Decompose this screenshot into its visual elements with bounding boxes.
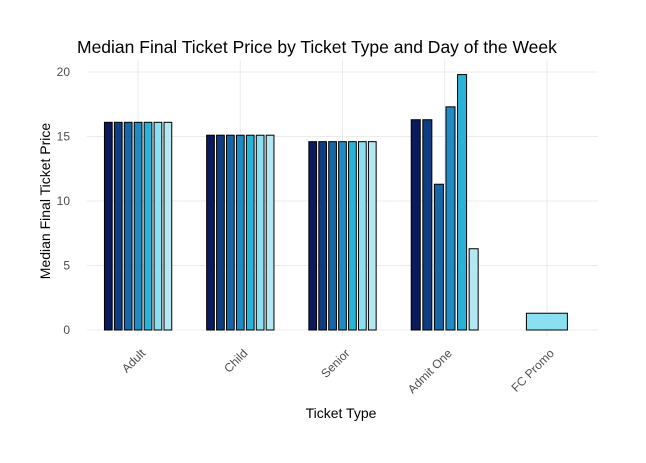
y-axis-title: Median Final Ticket Price	[37, 123, 53, 280]
bar	[245, 134, 255, 331]
bar	[265, 134, 275, 331]
bar	[133, 121, 143, 331]
bar	[367, 141, 377, 331]
bar	[163, 121, 173, 331]
bar	[216, 134, 225, 331]
bar	[318, 141, 328, 331]
x-axis-title: Ticket Type	[306, 405, 377, 421]
bar	[348, 141, 357, 331]
bar	[103, 121, 113, 331]
bar	[338, 141, 347, 331]
bar	[468, 248, 479, 331]
bar	[308, 141, 318, 331]
bar	[433, 183, 444, 331]
bar	[113, 121, 123, 331]
bar	[153, 121, 163, 331]
bar	[525, 312, 568, 331]
bar	[357, 141, 367, 331]
bar	[226, 134, 235, 331]
y-tick-label: 0	[63, 323, 70, 337]
bar	[255, 134, 265, 331]
bar	[143, 121, 153, 331]
bar	[422, 119, 433, 331]
bar	[445, 106, 456, 331]
bar	[123, 121, 133, 331]
y-tick-label: 15	[57, 130, 71, 144]
y-tick-label: 10	[57, 194, 71, 208]
bar	[410, 119, 421, 331]
y-tick-label: 5	[63, 259, 70, 273]
bar	[235, 134, 245, 331]
chart-title: Median Final Ticket Price by Ticket Type…	[77, 37, 557, 57]
bar	[457, 74, 468, 331]
bar	[206, 134, 215, 331]
bar	[328, 141, 337, 331]
y-tick-label: 20	[57, 65, 71, 79]
